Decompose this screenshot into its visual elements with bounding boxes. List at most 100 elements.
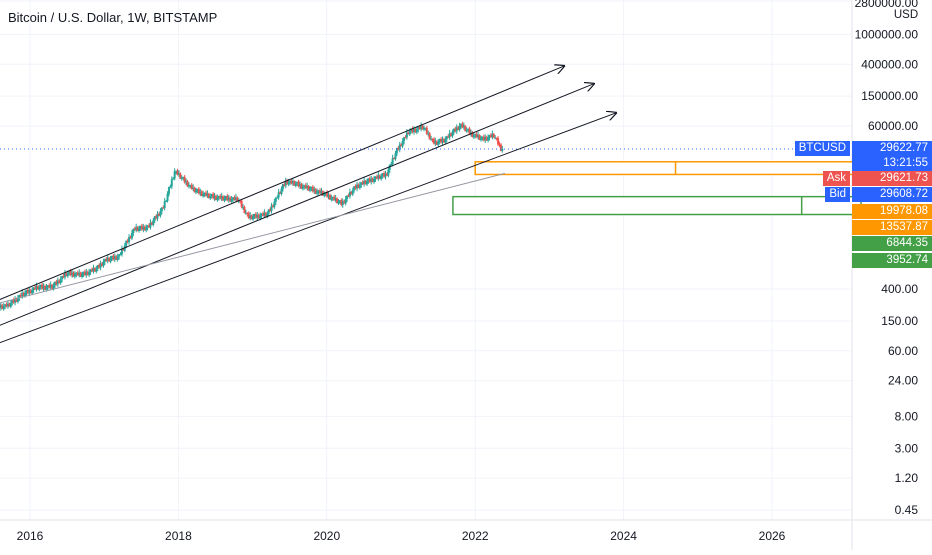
candle-body bbox=[117, 257, 119, 260]
y-tick-label: 150.00 bbox=[881, 314, 918, 328]
y-tick-label: 400.00 bbox=[881, 282, 918, 296]
y-tick-label: 60.00 bbox=[888, 344, 918, 358]
candle-body bbox=[88, 272, 90, 275]
candle-body bbox=[167, 194, 169, 201]
bid-label: 29608.72 bbox=[852, 187, 932, 202]
candle-body bbox=[480, 138, 482, 140]
candle-body bbox=[437, 142, 439, 145]
candle-body bbox=[145, 227, 147, 230]
candle-body bbox=[497, 138, 499, 145]
candle-body bbox=[295, 184, 297, 186]
x-tick-label: 2022 bbox=[462, 529, 489, 543]
x-tick-label: 2020 bbox=[313, 529, 340, 543]
candle-body bbox=[387, 170, 389, 176]
candle-body bbox=[45, 287, 47, 290]
candle-body bbox=[209, 196, 211, 198]
candle-body bbox=[402, 141, 404, 146]
candle-body bbox=[81, 274, 83, 276]
candle-body bbox=[345, 199, 347, 203]
candle-body bbox=[302, 186, 304, 188]
zone-top-green: 6844.35 bbox=[852, 236, 932, 251]
candle-body bbox=[195, 190, 197, 192]
candle-body bbox=[444, 139, 446, 142]
zone-bottom-orange: 13537.87 bbox=[852, 220, 932, 235]
candle-body bbox=[243, 207, 245, 213]
orange-zone[interactable] bbox=[475, 162, 861, 175]
candle-body bbox=[373, 179, 375, 182]
candle-body bbox=[259, 216, 261, 219]
candle-body bbox=[172, 179, 174, 180]
candle-body bbox=[202, 194, 204, 196]
candle-body bbox=[174, 171, 176, 178]
candle-body bbox=[67, 273, 69, 276]
y-tick-label: 3.00 bbox=[895, 441, 919, 455]
candle-body bbox=[3, 306, 5, 309]
y-tick-label: 0.45 bbox=[895, 503, 919, 517]
candle-body bbox=[288, 182, 290, 184]
candle-body bbox=[120, 254, 122, 255]
candle-body bbox=[152, 220, 154, 225]
candle-body bbox=[416, 129, 418, 132]
candle-body bbox=[404, 137, 406, 138]
candle-body bbox=[409, 131, 411, 134]
candle-body bbox=[337, 202, 339, 204]
candle-body bbox=[380, 176, 382, 179]
candle-body bbox=[473, 135, 475, 137]
candle-body bbox=[24, 293, 26, 296]
candle-body bbox=[309, 189, 311, 191]
x-tick-label: 2016 bbox=[17, 529, 44, 543]
ask-label: 29621.73 bbox=[852, 171, 932, 186]
btcusd-label-countdown: 13:21:55 bbox=[852, 156, 932, 171]
candle-body bbox=[451, 132, 453, 136]
green-zone[interactable] bbox=[453, 197, 861, 215]
candle-body bbox=[501, 149, 503, 151]
candle-body bbox=[390, 164, 392, 165]
candle-body bbox=[224, 198, 226, 200]
candle-body bbox=[316, 192, 318, 194]
y-tick-label: 2800000.00 bbox=[855, 0, 919, 10]
y-tick-label: 400000.00 bbox=[861, 57, 918, 71]
candle-body bbox=[466, 130, 468, 131]
chart-title: Bitcoin / U.S. Dollar, 1W, BITSTAMP bbox=[8, 10, 217, 25]
bid-label-tag: Bid bbox=[825, 187, 850, 202]
candle-body bbox=[493, 134, 495, 138]
x-tick-label: 2026 bbox=[759, 529, 786, 543]
candle-body bbox=[53, 285, 55, 289]
candle-body bbox=[216, 197, 218, 199]
candle-body bbox=[459, 126, 461, 130]
candle-body bbox=[359, 185, 361, 188]
candle-body bbox=[31, 290, 33, 293]
candle-body bbox=[38, 287, 40, 290]
candle-body bbox=[426, 128, 428, 134]
candle-body bbox=[74, 274, 76, 277]
candle-body bbox=[276, 198, 278, 199]
y-tick-label: 1000000.00 bbox=[855, 27, 919, 41]
candle-body bbox=[231, 199, 233, 202]
y-tick-label: 150000.00 bbox=[861, 89, 918, 103]
candle-body bbox=[330, 198, 332, 200]
candle-body bbox=[171, 179, 173, 186]
candle-body bbox=[95, 268, 97, 271]
ask-label-tag: Ask bbox=[823, 171, 850, 186]
y-tick-label: 60000.00 bbox=[868, 119, 918, 133]
y-tick-label: 8.00 bbox=[895, 409, 919, 423]
candle-body bbox=[10, 303, 12, 307]
zone-bottom-green: 3952.74 bbox=[852, 253, 932, 268]
candle-body bbox=[164, 201, 166, 208]
y-tick-label: 24.00 bbox=[888, 374, 918, 388]
candle-body bbox=[138, 228, 140, 231]
candle-body bbox=[159, 211, 161, 216]
candle-body bbox=[252, 216, 254, 219]
candle-body bbox=[169, 186, 171, 187]
candle-body bbox=[165, 201, 167, 202]
y-axis-unit: USD bbox=[894, 9, 918, 21]
zone-top-orange: 19978.08 bbox=[852, 204, 932, 219]
candle-body bbox=[168, 187, 170, 194]
candle-body bbox=[241, 201, 243, 207]
candle-body bbox=[273, 202, 275, 207]
candle-body bbox=[366, 181, 368, 184]
x-tick-label: 2024 bbox=[610, 529, 637, 543]
